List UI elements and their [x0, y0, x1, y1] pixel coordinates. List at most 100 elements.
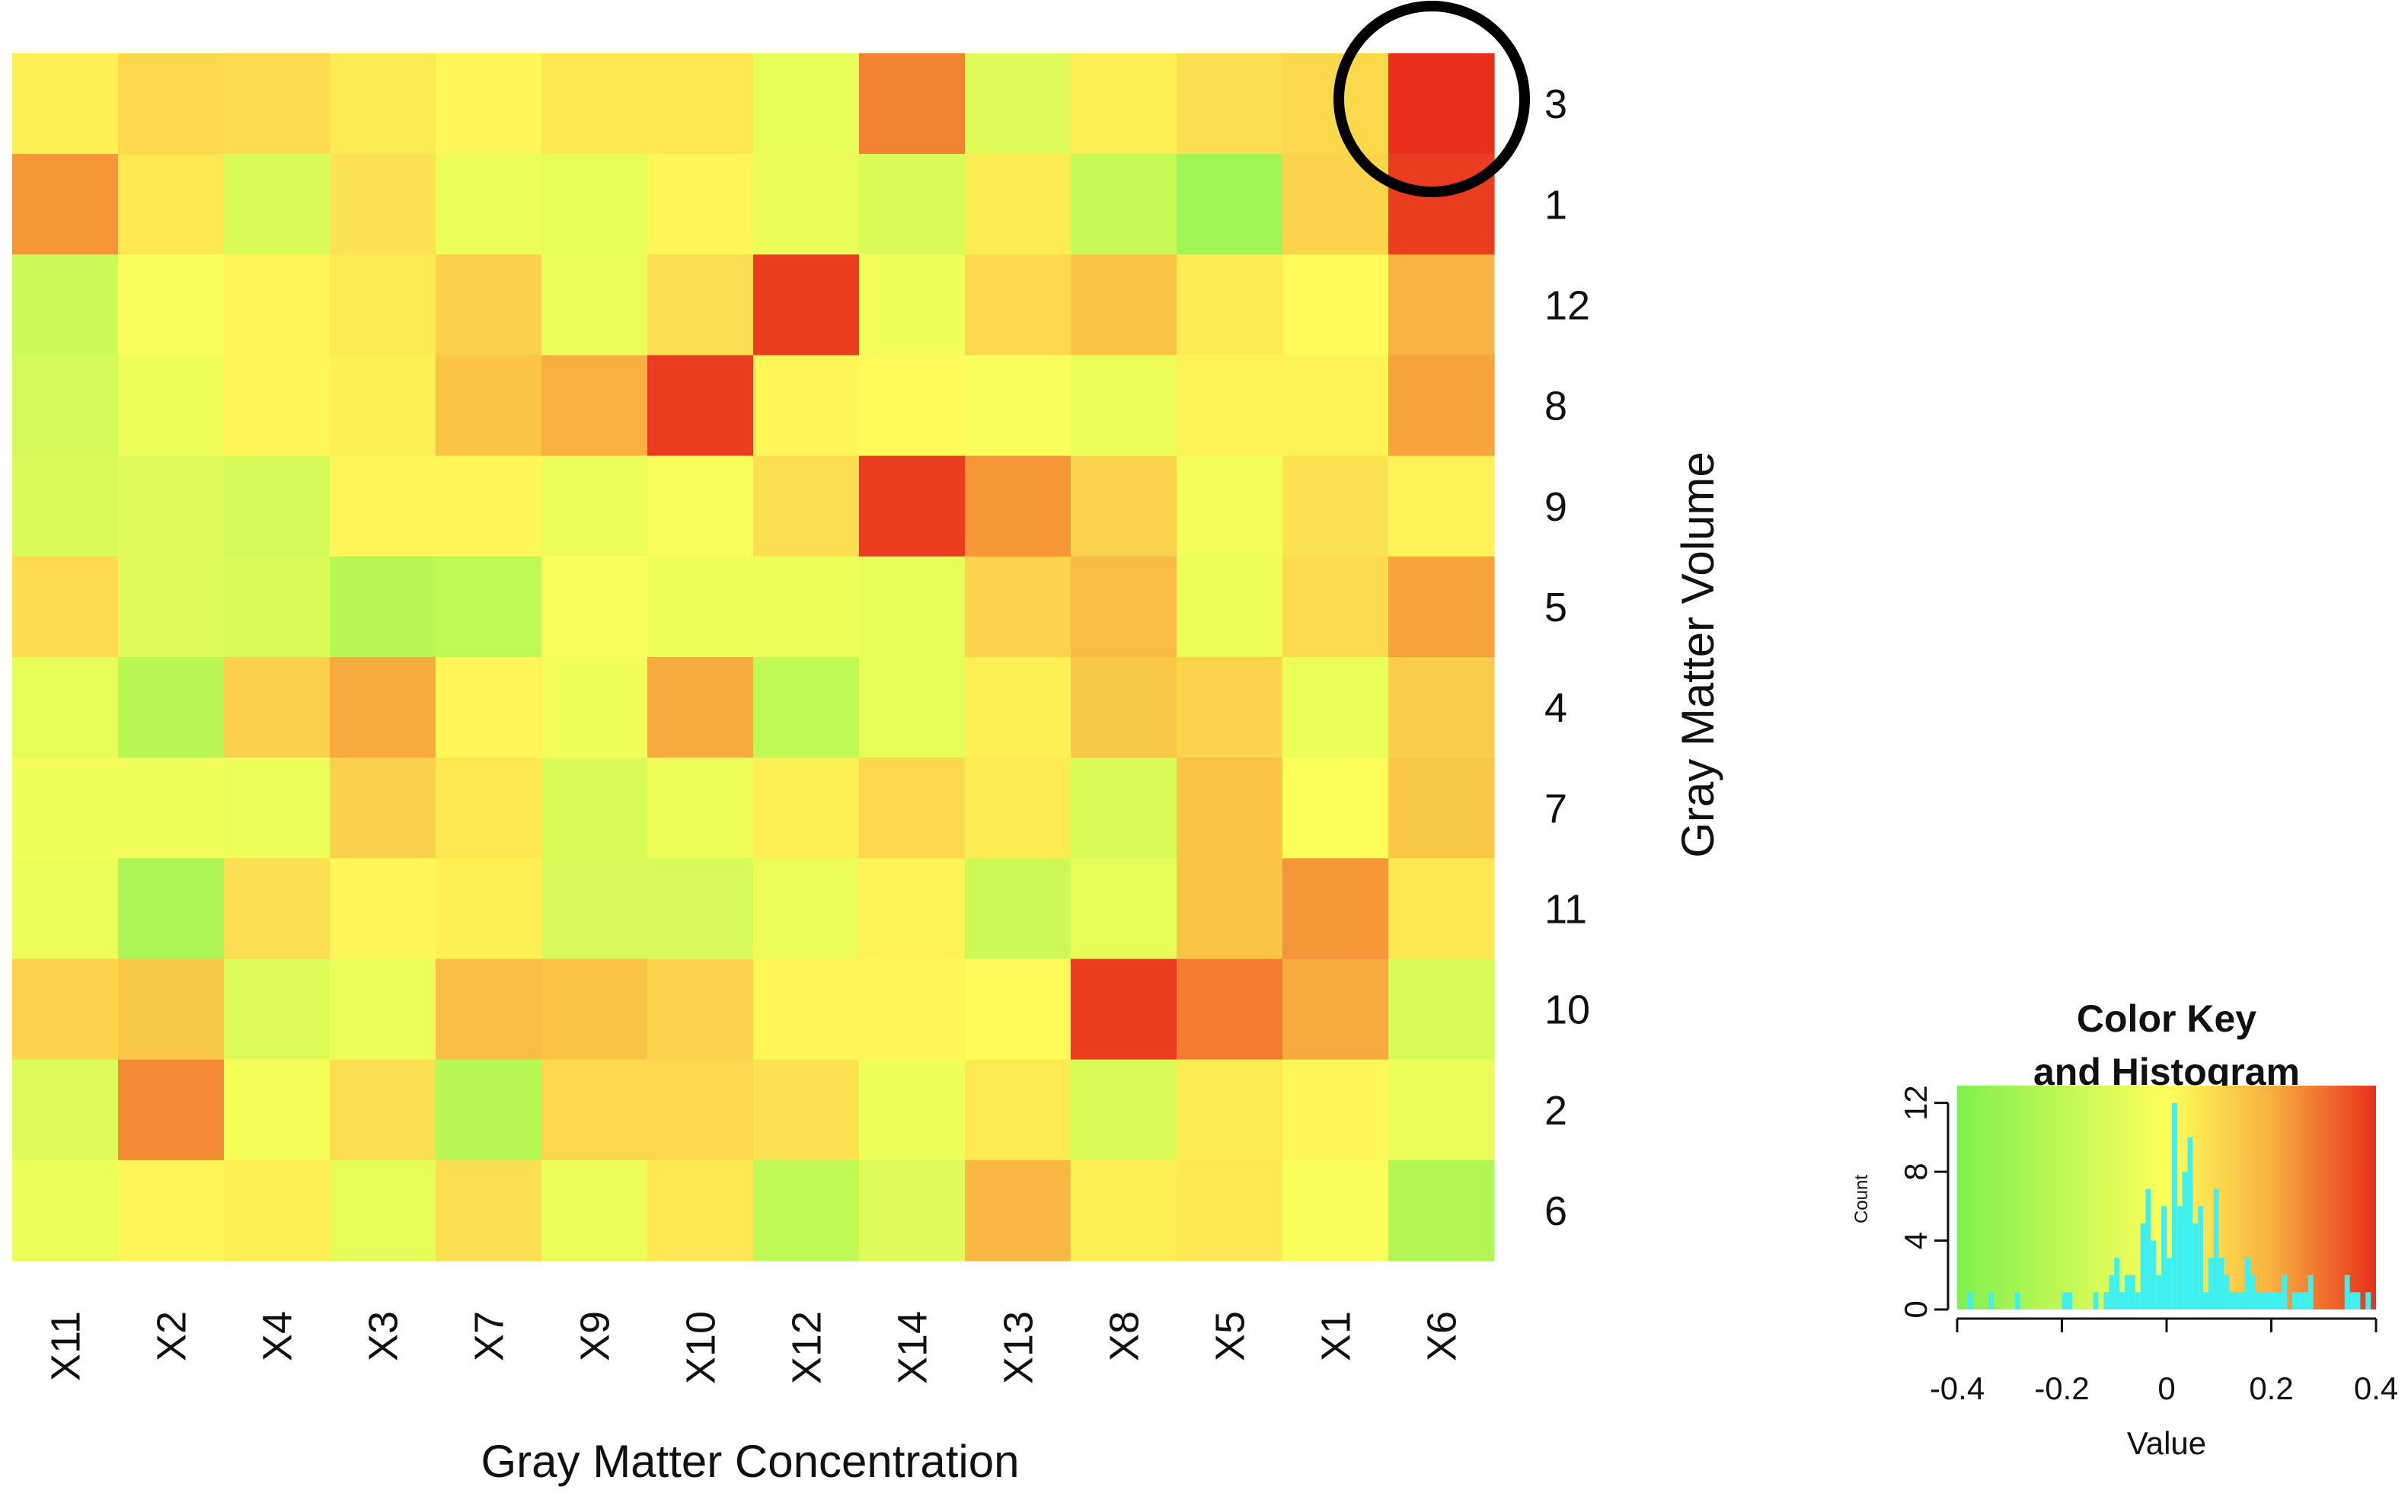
- column-label: X11: [43, 1311, 89, 1381]
- histogram-bar: [2297, 1292, 2303, 1309]
- heatmap-cell: [224, 758, 331, 859]
- heatmap-cell: [1282, 959, 1389, 1061]
- heatmap-cell: [965, 53, 1071, 155]
- heatmap-cell: [1071, 1160, 1177, 1262]
- heatmap-cell: [1177, 1059, 1283, 1161]
- heatmap-cell: [330, 556, 436, 658]
- heatmap-cell: [118, 355, 225, 457]
- heatmap-cell: [541, 959, 648, 1061]
- heatmap-cell: [1177, 355, 1283, 457]
- heatmap-cell: [118, 657, 225, 758]
- heatmap-cell: [330, 858, 436, 960]
- heatmap-cell: [330, 1059, 436, 1161]
- histogram-bar: [2167, 1258, 2172, 1309]
- color-key-y-tick-label: 4: [1898, 1232, 1934, 1249]
- heatmap-cell: [436, 53, 542, 155]
- heatmap-cell: [1071, 657, 1177, 758]
- column-labels: X11 X2 X4 X3 X7 X9 X10 X12 X14 X13 X8 X5 X1 X6: [43, 1311, 1465, 1384]
- histogram-bar: [2276, 1292, 2282, 1309]
- heatmap-cell: [330, 154, 436, 255]
- histogram-bar: [2119, 1292, 2125, 1309]
- histogram-bar: [2151, 1240, 2157, 1309]
- heatmap-cell: [753, 858, 860, 960]
- heatmap-cell: [1177, 455, 1283, 557]
- heatmap-cell: [1282, 355, 1389, 457]
- row-labels: 3 1 12 8 9 5 4 7 11 10 2 6: [1544, 81, 1590, 1234]
- heatmap-cell: [12, 1160, 119, 1262]
- heatmap-cell: [1177, 254, 1283, 356]
- color-key-x-tick-label: 0.4: [2354, 1370, 2398, 1406]
- heatmap-cell: [859, 657, 966, 758]
- heatmap-cell: [965, 858, 1071, 960]
- row-label: 8: [1544, 384, 1567, 429]
- heatmap-cell: [1282, 556, 1389, 658]
- row-label: 10: [1544, 987, 1590, 1033]
- heatmap-cell: [859, 154, 966, 255]
- heatmap-cell: [541, 657, 648, 758]
- heatmap-cell: [859, 1160, 966, 1262]
- heatmap-cell: [118, 1160, 225, 1262]
- histogram-bar: [2250, 1274, 2256, 1309]
- heatmap-cell: [12, 455, 119, 557]
- histogram-bar: [2282, 1274, 2288, 1309]
- histogram-bar: [2240, 1292, 2246, 1309]
- heatmap-cell: [1071, 53, 1177, 155]
- heatmap-cell: [224, 254, 331, 356]
- heatmap-cell: [118, 959, 225, 1061]
- heatmap-cell: [1177, 858, 1283, 960]
- histogram-bar: [2114, 1258, 2120, 1309]
- heatmap-cell: [753, 959, 860, 1061]
- heatmap-cell: [12, 657, 119, 758]
- heatmap-cell: [224, 53, 331, 155]
- row-label: 3: [1544, 81, 1567, 127]
- heatmap-cell: [541, 1160, 648, 1262]
- heatmap-cell: [1071, 556, 1177, 658]
- heatmap-cell: [224, 1059, 331, 1161]
- heatmap-cell: [1282, 758, 1389, 859]
- color-key-axes: -0.4 -0.2 0 0.2 0.4 0 4 8 12: [1898, 1085, 2398, 1406]
- histogram-bars: [1967, 1102, 2371, 1309]
- heatmap-cell: [1071, 959, 1177, 1061]
- color-key-title-line1: Color Key: [2077, 997, 2256, 1040]
- heatmap-cell: [224, 959, 331, 1061]
- column-label: X12: [784, 1311, 830, 1384]
- heatmap-cell: [1071, 455, 1177, 557]
- histogram-bar: [2355, 1292, 2361, 1309]
- heatmap-cell: [647, 355, 754, 457]
- heatmap-cell: [753, 556, 860, 658]
- heatmap-cell: [436, 154, 542, 255]
- heatmap-cell: [12, 556, 119, 658]
- heatmap-cell: [118, 858, 225, 960]
- column-label: X3: [361, 1311, 407, 1361]
- heatmap-cell: [436, 959, 542, 1061]
- heatmap-cell: [436, 355, 542, 457]
- heatmap-cell: [1071, 858, 1177, 960]
- column-label: X8: [1102, 1311, 1148, 1361]
- heatmap-cell: [12, 53, 119, 155]
- color-key-y-tick-label: 0: [1898, 1300, 1934, 1318]
- heatmap-cell: [541, 1059, 648, 1161]
- column-label: X5: [1208, 1311, 1254, 1361]
- heatmap-cell: [436, 1160, 542, 1262]
- heatmap-cell: [118, 254, 225, 356]
- x-axis-title: Gray Matter Concentration: [481, 1436, 1020, 1487]
- heatmap-cell: [965, 455, 1071, 557]
- row-label: 11: [1544, 886, 1587, 932]
- heatmap-cell: [436, 657, 542, 758]
- histogram-bar: [2176, 1206, 2183, 1309]
- color-key-x-tick-label: -0.2: [2034, 1370, 2089, 1406]
- heatmap-cell: [330, 254, 436, 356]
- heatmap-cell: [1388, 254, 1495, 356]
- heatmap-cell: [541, 355, 648, 457]
- histogram-bar: [2198, 1206, 2204, 1309]
- heatmap-cell: [541, 53, 648, 155]
- histogram-bar: [2266, 1292, 2272, 1309]
- histogram-bar: [2365, 1292, 2371, 1309]
- histogram-bar: [2140, 1223, 2146, 1309]
- heatmap-cell: [118, 758, 225, 859]
- heatmap-cell: [541, 455, 648, 557]
- heatmap-cell: [224, 355, 331, 457]
- heatmap-cell: [1282, 657, 1389, 758]
- color-key-x-label: Value: [2127, 1425, 2206, 1461]
